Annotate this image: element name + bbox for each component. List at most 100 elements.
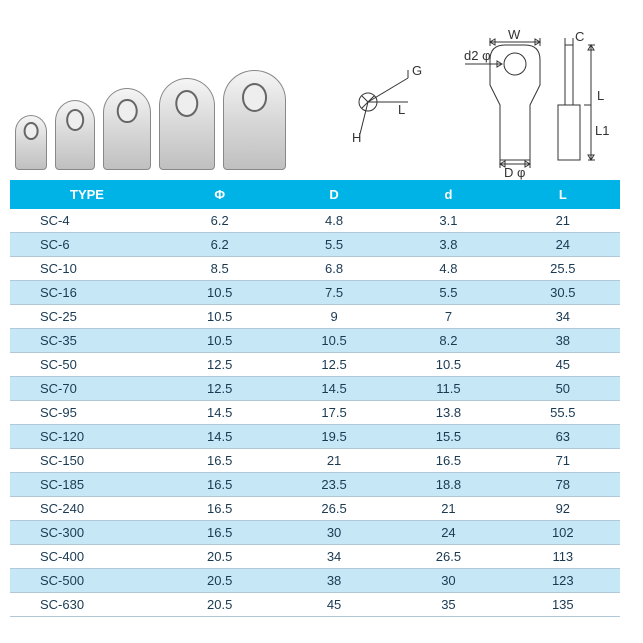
table-cell: 20.5 bbox=[163, 569, 277, 593]
table-cell: 78 bbox=[506, 473, 620, 497]
diagram-area: G L H W d2 φ D φ C L L1 bbox=[0, 0, 643, 180]
table-header: TYPE Φ D d L bbox=[10, 180, 620, 209]
angle-diagram: G L H bbox=[350, 60, 440, 150]
table-cell: 113 bbox=[506, 545, 620, 569]
table-cell: SC-150 bbox=[10, 449, 163, 473]
table-row: SC-24016.526.52192 bbox=[10, 497, 620, 521]
table-cell: SC-6 bbox=[10, 233, 163, 257]
table-cell: 24 bbox=[391, 521, 505, 545]
table-cell: 45 bbox=[506, 353, 620, 377]
table-cell: 15.5 bbox=[391, 425, 505, 449]
table-cell: 38 bbox=[277, 569, 391, 593]
table-cell: 6.2 bbox=[163, 209, 277, 233]
table-cell: 10.5 bbox=[163, 305, 277, 329]
table-cell: 34 bbox=[277, 545, 391, 569]
label-l-angle: L bbox=[398, 102, 405, 117]
table-cell: 12.5 bbox=[163, 353, 277, 377]
table-cell: 135 bbox=[506, 593, 620, 617]
table-row: SC-50020.53830123 bbox=[10, 569, 620, 593]
table-row: SC-7012.514.511.550 bbox=[10, 377, 620, 401]
table-cell: SC-25 bbox=[10, 305, 163, 329]
table-body: SC-46.24.83.121SC-66.25.53.824SC-108.56.… bbox=[10, 209, 620, 617]
lug-diagram: W d2 φ D φ C L L1 bbox=[460, 30, 640, 180]
table-cell: 8.5 bbox=[163, 257, 277, 281]
table-cell: 14.5 bbox=[277, 377, 391, 401]
col-type: TYPE bbox=[10, 180, 163, 209]
table-cell: 16.5 bbox=[163, 521, 277, 545]
table-cell: 6.2 bbox=[163, 233, 277, 257]
table-cell: 102 bbox=[506, 521, 620, 545]
table-cell: 21 bbox=[506, 209, 620, 233]
col-l: L bbox=[506, 180, 620, 209]
table-cell: 30 bbox=[277, 521, 391, 545]
table-cell: 23.5 bbox=[277, 473, 391, 497]
table-cell: 34 bbox=[506, 305, 620, 329]
table-cell: 13.8 bbox=[391, 401, 505, 425]
table-cell: 20.5 bbox=[163, 593, 277, 617]
table-cell: 92 bbox=[506, 497, 620, 521]
table-cell: 25.5 bbox=[506, 257, 620, 281]
label-w: W bbox=[508, 30, 521, 42]
table-cell: 17.5 bbox=[277, 401, 391, 425]
table-row: SC-40020.53426.5113 bbox=[10, 545, 620, 569]
label-l: L bbox=[597, 88, 604, 103]
table-cell: SC-630 bbox=[10, 593, 163, 617]
table-cell: 18.8 bbox=[391, 473, 505, 497]
table-cell: SC-240 bbox=[10, 497, 163, 521]
table-cell: 123 bbox=[506, 569, 620, 593]
table-row: SC-46.24.83.121 bbox=[10, 209, 620, 233]
table-cell: SC-95 bbox=[10, 401, 163, 425]
col-phi: Φ bbox=[163, 180, 277, 209]
table-cell: 19.5 bbox=[277, 425, 391, 449]
table-cell: SC-10 bbox=[10, 257, 163, 281]
table-cell: 24 bbox=[506, 233, 620, 257]
table-cell: SC-16 bbox=[10, 281, 163, 305]
table-cell: 21 bbox=[391, 497, 505, 521]
table-cell: 4.8 bbox=[391, 257, 505, 281]
table-cell: 3.8 bbox=[391, 233, 505, 257]
label-c: C bbox=[575, 30, 584, 44]
table-row: SC-18516.523.518.878 bbox=[10, 473, 620, 497]
table-cell: 12.5 bbox=[163, 377, 277, 401]
table-cell: SC-185 bbox=[10, 473, 163, 497]
lug-image-2 bbox=[55, 100, 95, 170]
table-row: SC-15016.52116.571 bbox=[10, 449, 620, 473]
lug-image-5 bbox=[223, 70, 286, 170]
table-row: SC-3510.510.58.238 bbox=[10, 329, 620, 353]
table-row: SC-5012.512.510.545 bbox=[10, 353, 620, 377]
label-l1: L1 bbox=[595, 123, 609, 138]
label-g: G bbox=[412, 63, 422, 78]
table-cell: 10.5 bbox=[163, 329, 277, 353]
table-cell: SC-300 bbox=[10, 521, 163, 545]
table-cell: SC-120 bbox=[10, 425, 163, 449]
table-cell: 63 bbox=[506, 425, 620, 449]
table-cell: SC-4 bbox=[10, 209, 163, 233]
table-cell: 7 bbox=[391, 305, 505, 329]
table-cell: SC-70 bbox=[10, 377, 163, 401]
table-cell: 7.5 bbox=[277, 281, 391, 305]
table-row: SC-63020.54535135 bbox=[10, 593, 620, 617]
table-cell: 30.5 bbox=[506, 281, 620, 305]
col-d-lower: d bbox=[391, 180, 505, 209]
table-cell: 45 bbox=[277, 593, 391, 617]
table-row: SC-2510.59734 bbox=[10, 305, 620, 329]
table-row: SC-30016.53024102 bbox=[10, 521, 620, 545]
table-cell: 11.5 bbox=[391, 377, 505, 401]
table-cell: 16.5 bbox=[163, 497, 277, 521]
lug-image-1 bbox=[15, 115, 47, 170]
table-cell: SC-400 bbox=[10, 545, 163, 569]
label-d2: d2 φ bbox=[464, 48, 491, 63]
table-cell: 20.5 bbox=[163, 545, 277, 569]
table-cell: 26.5 bbox=[391, 545, 505, 569]
table-cell: 16.5 bbox=[163, 473, 277, 497]
table-row: SC-66.25.53.824 bbox=[10, 233, 620, 257]
table-cell: 9 bbox=[277, 305, 391, 329]
table-cell: 5.5 bbox=[391, 281, 505, 305]
specifications-table: TYPE Φ D d L SC-46.24.83.121SC-66.25.53.… bbox=[10, 180, 620, 617]
table-row: SC-1610.57.55.530.5 bbox=[10, 281, 620, 305]
table-cell: 71 bbox=[506, 449, 620, 473]
table-cell: 10.5 bbox=[163, 281, 277, 305]
table-cell: 16.5 bbox=[391, 449, 505, 473]
table-cell: 10.5 bbox=[277, 329, 391, 353]
product-images bbox=[15, 70, 286, 170]
